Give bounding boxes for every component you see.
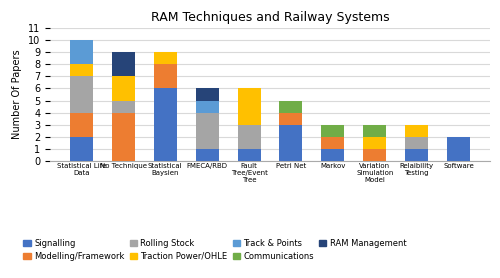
Bar [196, 149, 218, 161]
Bar [238, 88, 260, 125]
Bar [112, 52, 135, 76]
Bar [196, 101, 218, 113]
Bar [322, 149, 344, 161]
Bar [154, 52, 177, 64]
Bar [447, 137, 470, 161]
Legend: Signalling, Modelling/Framework, Rolling Stock, Traction Power/OHLE, Track & Poi: Signalling, Modelling/Framework, Rolling… [24, 239, 406, 261]
Bar [70, 64, 93, 76]
Bar [405, 149, 428, 161]
Bar [112, 76, 135, 101]
Title: RAM Techniques and Railway Systems: RAM Techniques and Railway Systems [150, 11, 390, 24]
Bar [196, 113, 218, 149]
Bar [363, 125, 386, 137]
Y-axis label: Number Of Papers: Number Of Papers [12, 50, 22, 139]
Bar [363, 137, 386, 149]
Bar [154, 88, 177, 161]
Bar [112, 113, 135, 161]
Bar [238, 149, 260, 161]
Bar [70, 40, 93, 64]
Bar [322, 125, 344, 137]
Bar [70, 76, 93, 113]
Bar [280, 125, 302, 161]
Bar [112, 101, 135, 113]
Bar [196, 88, 218, 101]
Bar [280, 113, 302, 125]
Bar [363, 149, 386, 161]
Bar [238, 125, 260, 149]
Bar [405, 125, 428, 137]
Bar [70, 137, 93, 161]
Bar [280, 101, 302, 113]
Bar [154, 64, 177, 88]
Bar [70, 113, 93, 137]
Bar [322, 137, 344, 149]
Bar [405, 137, 428, 149]
